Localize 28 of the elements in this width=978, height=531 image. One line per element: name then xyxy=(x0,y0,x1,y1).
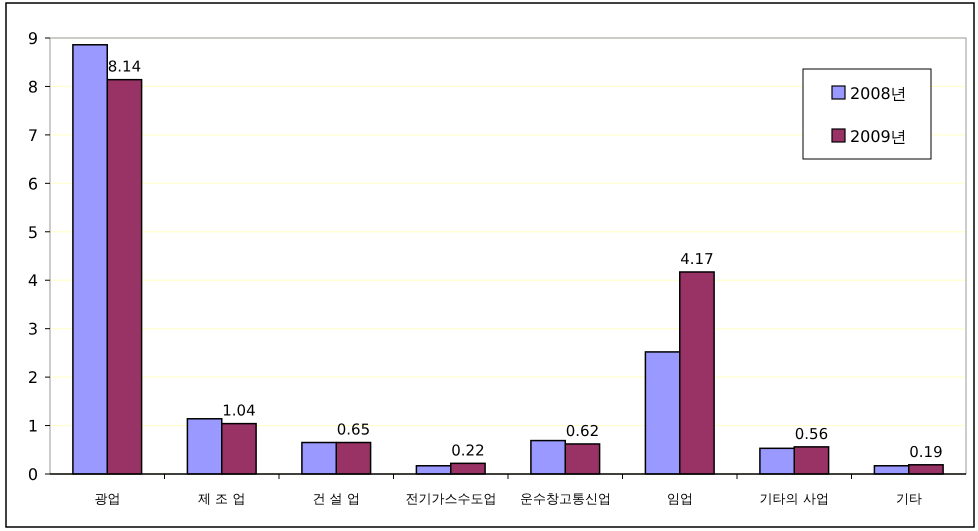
legend-label: 2008년 xyxy=(850,84,907,103)
x-tick-label: 제 조 업 xyxy=(198,492,246,507)
x-tick-label: 전기가스수도업 xyxy=(405,492,496,507)
data-label: 0.19 xyxy=(909,442,943,461)
x-tick-label: 기타 xyxy=(896,492,922,507)
y-tick-label: 0 xyxy=(28,465,38,484)
x-tick-label: 기타의 사업 xyxy=(760,492,829,507)
y-tick-label: 3 xyxy=(28,320,38,339)
y-tick-label: 9 xyxy=(28,29,38,48)
data-label: 8.14 xyxy=(108,58,142,76)
x-tick-label: 운수창고통신업 xyxy=(520,492,611,507)
data-label: 0.22 xyxy=(451,441,485,460)
data-label: 0.56 xyxy=(794,424,828,443)
legend-label: 2009년 xyxy=(850,127,907,146)
y-tick-label: 5 xyxy=(28,222,38,242)
y-tick-label: 2 xyxy=(28,368,38,388)
data-label: 0.65 xyxy=(336,420,370,439)
y-tick-label: 1 xyxy=(28,416,38,436)
y-tick-label: 8 xyxy=(28,77,38,96)
data-label: 1.04 xyxy=(222,402,256,420)
data-label: 4.17 xyxy=(680,250,714,268)
y-tick-label: 6 xyxy=(28,174,38,194)
x-tick-label: 임업 xyxy=(666,492,693,507)
x-tick-label: 광업 xyxy=(94,492,120,507)
y-tick-label: 4 xyxy=(28,271,38,290)
data-label: 0.62 xyxy=(566,422,600,440)
y-tick-label: 7 xyxy=(28,126,38,145)
x-tick-label: 건 설 업 xyxy=(312,492,360,507)
